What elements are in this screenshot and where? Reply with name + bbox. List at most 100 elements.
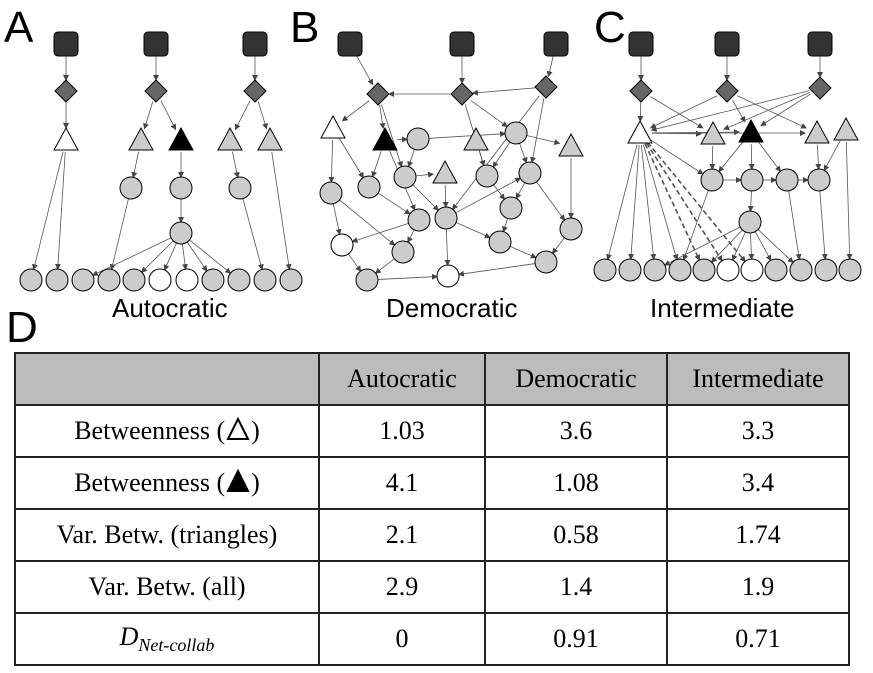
white-circle-node xyxy=(436,264,460,288)
black-triangle-node xyxy=(738,118,764,143)
network-edge xyxy=(710,229,743,263)
grey-circle-node xyxy=(692,258,716,282)
grey-circle-node xyxy=(740,168,764,192)
network-edge xyxy=(649,139,704,175)
network-edge xyxy=(348,253,362,272)
network-edge xyxy=(332,203,342,236)
table-header-row: Autocratic Democratic Intermediate xyxy=(14,352,850,406)
row-label: Betweenness () xyxy=(14,456,320,510)
grey-triangle-node xyxy=(700,120,726,145)
header-cell-intermediate: Intermediate xyxy=(666,352,850,406)
network-edge xyxy=(479,151,486,167)
network-edge xyxy=(189,239,232,274)
grey-circle-node xyxy=(169,221,193,245)
diamond-node xyxy=(366,82,390,106)
network-edge xyxy=(731,231,746,261)
grey-triangle-node xyxy=(128,126,154,151)
network-edge xyxy=(407,149,415,168)
network-edge xyxy=(536,181,566,221)
panel-letter-a: A xyxy=(4,3,34,52)
network-edge xyxy=(415,171,435,178)
white-circle-node xyxy=(740,258,764,282)
network-edges xyxy=(31,54,853,280)
network-edge xyxy=(748,143,755,171)
row-label-suffix: ) xyxy=(251,468,260,497)
network-edge xyxy=(341,100,370,122)
header-cell-empty xyxy=(14,352,320,406)
grey-circle-node xyxy=(504,121,528,145)
grey-circle-node xyxy=(668,258,692,282)
table-cell: 2.1 xyxy=(318,508,486,562)
grey-circle-node xyxy=(700,168,724,192)
network-edge xyxy=(546,55,554,78)
row-label: DNet-collab xyxy=(14,612,320,666)
diamond-node xyxy=(629,79,653,103)
grey-circle-node xyxy=(357,175,381,199)
network-edge xyxy=(718,141,744,173)
table-cell: 3.6 xyxy=(484,404,668,458)
network-edge xyxy=(649,95,718,129)
network-edge xyxy=(644,143,701,261)
white-circle-node xyxy=(175,268,199,292)
network-edge xyxy=(381,104,403,168)
network-edge xyxy=(355,54,374,86)
network-edge xyxy=(640,144,657,261)
grey-triangle-node xyxy=(558,132,584,157)
table-row: Betweenness () 4.1 1.08 3.4 xyxy=(14,456,850,510)
network-edge xyxy=(760,93,811,127)
panel-caption-intermediate: Intermediate xyxy=(650,293,795,323)
panel-caption-autocratic: Autocratic xyxy=(112,293,228,323)
table-cell: 3.3 xyxy=(666,404,850,458)
network-edge xyxy=(628,144,640,261)
grey-circle-node xyxy=(814,258,838,282)
header-cell-autocratic: Autocratic xyxy=(318,352,486,406)
black-triangle-icon xyxy=(226,469,250,492)
network-edge xyxy=(526,135,561,146)
grey-triangle-node xyxy=(432,159,458,184)
network-edge xyxy=(754,231,772,262)
leader-square-node xyxy=(449,31,475,57)
network-edge xyxy=(650,96,704,129)
grey-circle-node xyxy=(534,250,558,274)
network-edge xyxy=(493,184,505,200)
white-triangle-icon xyxy=(226,417,250,440)
row-label-text: Betweenness ( xyxy=(74,416,226,445)
network-edge xyxy=(328,139,335,184)
grey-triangle-node xyxy=(217,126,243,151)
panel-letter-c: C xyxy=(594,3,626,52)
network-edge xyxy=(723,91,811,131)
network-edge xyxy=(407,229,415,244)
row-label: Var. Betw. (all) xyxy=(14,560,320,614)
network-edge xyxy=(131,151,139,179)
grey-circle-node xyxy=(434,206,458,230)
network-edge xyxy=(374,258,395,274)
diamond-node xyxy=(144,79,168,103)
grey-circle-node xyxy=(593,258,617,282)
d-net-collab-subscript: Net-collab xyxy=(138,635,215,655)
network-edge xyxy=(552,237,565,255)
network-edge xyxy=(509,246,537,259)
grey-circle-node xyxy=(71,268,95,292)
network-edge xyxy=(143,101,154,130)
grey-circle-node xyxy=(119,176,143,200)
network-edge xyxy=(819,190,828,261)
network-edge xyxy=(351,223,409,243)
header-cell-democratic: Democratic xyxy=(484,352,668,406)
network-edge xyxy=(471,87,536,96)
leader-square-node xyxy=(242,31,268,57)
panel-letter-d: D xyxy=(6,303,38,352)
network-edge xyxy=(371,151,382,178)
network-edge xyxy=(663,226,741,266)
network-edge xyxy=(736,95,808,129)
network-edge xyxy=(732,100,746,123)
grey-circle-node xyxy=(789,258,813,282)
network-edge xyxy=(645,142,723,262)
table-cell: 1.08 xyxy=(484,456,668,510)
network-edge xyxy=(606,144,638,261)
grey-circle-node xyxy=(169,176,193,200)
network-edge xyxy=(529,97,545,164)
grey-circle-node xyxy=(319,181,343,205)
table-cell: 3.4 xyxy=(666,456,850,510)
grey-circle-node xyxy=(19,268,43,292)
leader-square-node xyxy=(143,31,169,57)
